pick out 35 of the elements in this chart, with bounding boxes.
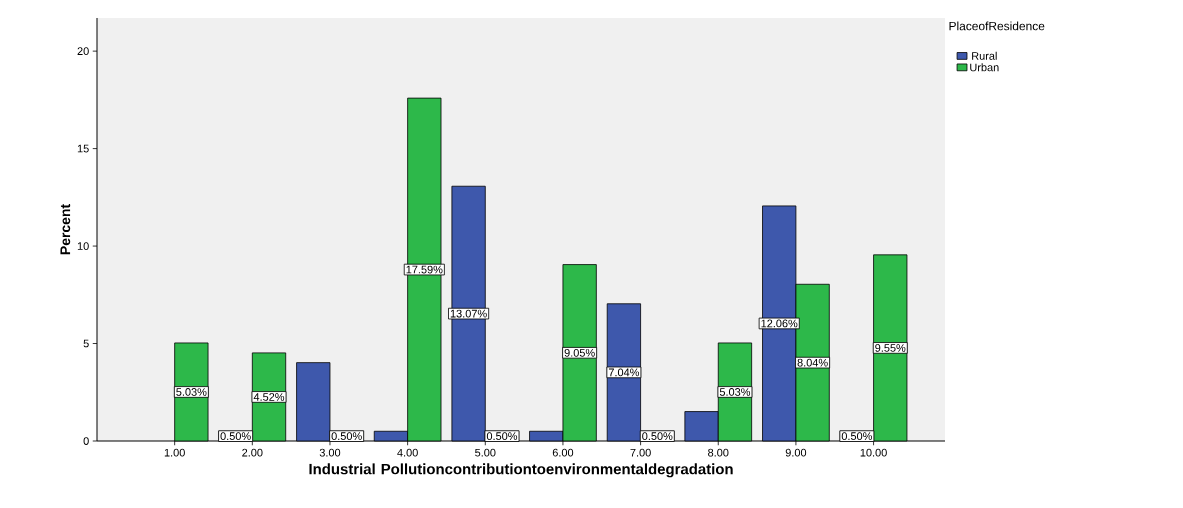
- data-label: 12.06%: [761, 319, 798, 328]
- y-tick-label: 10: [77, 242, 89, 250]
- x-tick-label: 1.00: [164, 448, 185, 457]
- legend-label: Urban: [970, 63, 999, 72]
- data-label: 13.07%: [450, 309, 487, 318]
- data-label: 4.52%: [253, 393, 285, 401]
- y-tick-label: 15: [77, 144, 89, 153]
- data-label: 0.50%: [331, 432, 362, 441]
- data-label: 17.59%: [406, 265, 443, 274]
- data-label: 8.04%: [797, 358, 828, 367]
- y-axis-title: Percent: [60, 204, 71, 255]
- y-tick-label: 20: [77, 47, 89, 56]
- y-tick-label: 0: [83, 437, 89, 445]
- x-tick-label: 7.00: [630, 448, 651, 457]
- x-tick-label: 8.00: [708, 448, 729, 457]
- x-tick-label: 3.00: [319, 448, 341, 457]
- data-label: 0.50%: [486, 432, 518, 441]
- x-tick-label: 2.00: [242, 448, 263, 457]
- data-label: 5.03%: [176, 388, 207, 396]
- x-tick-label: 9.00: [785, 448, 807, 457]
- x-axis-title: Industrial Pollutioncontributiontoenvironmentaldegradation: [309, 463, 733, 478]
- data-label: 5.03%: [719, 388, 751, 396]
- x-tick-label: 6.00: [552, 448, 574, 457]
- data-label: 9.05%: [564, 348, 595, 357]
- legend-title: PlaceofResidence: [949, 21, 1045, 31]
- data-label: 9.55%: [875, 344, 906, 352]
- data-label: 0.50%: [642, 432, 673, 441]
- data-label: 0.50%: [220, 432, 251, 441]
- y-tick-label: 5: [83, 339, 89, 348]
- data-label: 7.04%: [608, 368, 640, 377]
- x-tick-label: 10.00: [860, 448, 887, 457]
- x-tick-label: 4.00: [397, 448, 418, 457]
- data-label: 0.50%: [841, 432, 872, 441]
- legend-label: Rural: [972, 51, 997, 60]
- x-tick-label: 5.00: [475, 448, 496, 457]
